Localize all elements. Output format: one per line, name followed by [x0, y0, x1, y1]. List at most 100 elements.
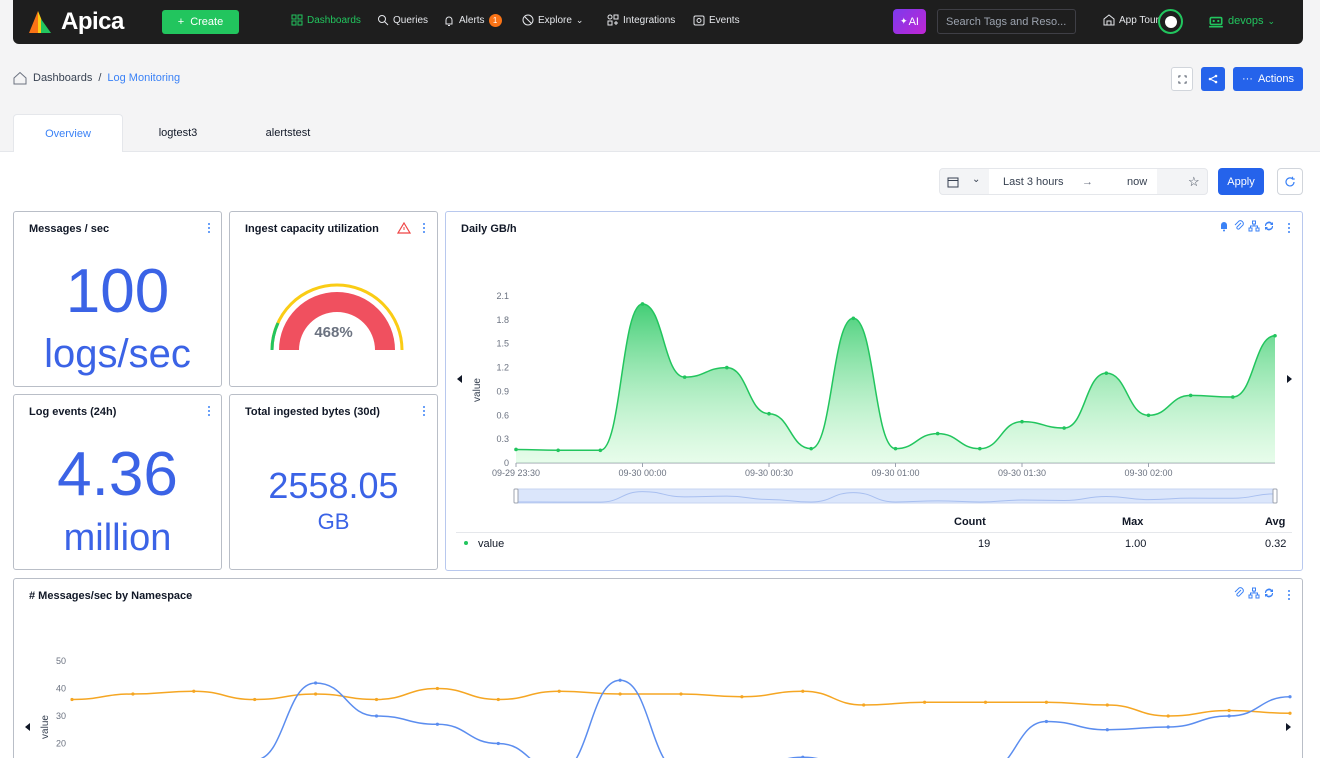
- legend-divider: [456, 532, 1292, 533]
- y-tick-label: 20: [56, 739, 66, 749]
- more-vertical-icon[interactable]: [205, 221, 213, 235]
- data-point: [514, 447, 518, 452]
- nav-explore-label: Explore: [538, 14, 572, 26]
- legend-header-avg: Avg: [1265, 516, 1286, 528]
- more-vertical-icon[interactable]: [1285, 221, 1293, 235]
- data-point: [1105, 728, 1109, 732]
- ai-button[interactable]: ✦ AI: [893, 9, 926, 34]
- data-point: [1188, 393, 1193, 398]
- nav-integrations-label: Integrations: [623, 14, 676, 26]
- star-icon[interactable]: ☆: [1188, 174, 1200, 189]
- paperclip-icon[interactable]: [1233, 220, 1245, 232]
- dashboard-tabs: Overview logtest3 alertstest: [13, 114, 343, 152]
- stat-value: 100: [65, 257, 170, 326]
- more-vertical-icon[interactable]: [420, 404, 428, 418]
- apica-logo[interactable]: Apica: [27, 8, 124, 36]
- nav-dashboards-label: Dashboards: [307, 14, 361, 26]
- data-point: [862, 703, 866, 707]
- nav-alerts[interactable]: Alerts 1: [443, 14, 502, 27]
- share-button[interactable]: [1201, 67, 1225, 91]
- data-point: [1105, 703, 1109, 707]
- chevron-down-icon: ⌄: [1267, 15, 1276, 26]
- theme-toggle[interactable]: [1158, 9, 1183, 34]
- nav-integrations[interactable]: Integrations: [607, 14, 675, 26]
- y-tick-label: 1.5: [496, 339, 509, 349]
- data-point: [1288, 711, 1292, 715]
- paperclip-icon[interactable]: [1233, 587, 1245, 599]
- org-switcher[interactable]: devops ⌄: [1208, 14, 1275, 28]
- chart-next-arrow: [1286, 723, 1291, 731]
- sync-icon[interactable]: [1263, 587, 1275, 599]
- create-button[interactable]: + Create: [162, 10, 239, 34]
- time-to[interactable]: now: [1127, 176, 1148, 188]
- refresh-button[interactable]: [1277, 168, 1303, 195]
- more-vertical-icon[interactable]: [420, 221, 428, 235]
- nav-queries-label: Queries: [393, 14, 429, 26]
- more-vertical-icon[interactable]: [1285, 588, 1293, 602]
- x-tick-label: 09-30 00:30: [745, 468, 793, 478]
- legend-count: 19: [978, 538, 991, 550]
- tab-logtest3[interactable]: logtest3: [158, 127, 198, 139]
- chart-ylabel: value: [472, 378, 483, 402]
- app-tour-button[interactable]: App Tour: [1103, 14, 1159, 26]
- app-tour-label: App Tour: [1119, 14, 1159, 26]
- sitemap-icon[interactable]: [1248, 587, 1260, 599]
- actions-button[interactable]: ··· Actions: [1233, 67, 1303, 91]
- data-point: [740, 695, 744, 699]
- create-label: Create: [190, 16, 224, 28]
- y-tick-label: 40: [56, 684, 66, 694]
- chart-next-arrow: [1287, 375, 1292, 383]
- data-point: [618, 678, 622, 682]
- panel-title: Log events (24h): [29, 406, 117, 418]
- nav-dashboards[interactable]: Dashboards: [291, 14, 361, 26]
- y-tick-label: 30: [56, 711, 66, 721]
- chart-prev-arrow: [457, 375, 462, 383]
- nav-events[interactable]: Events: [693, 14, 740, 26]
- time-from[interactable]: Last 3 hours: [1003, 176, 1064, 188]
- data-point: [1044, 700, 1048, 704]
- search-input[interactable]: Search Tags and Reso...: [937, 9, 1076, 34]
- namespace-chart: value 20 30 40 50: [25, 656, 1292, 758]
- data-point: [253, 697, 257, 702]
- panel-messages-by-namespace: # Messages/sec by Namespace value 20 30 40…: [13, 578, 1303, 758]
- data-point: [70, 697, 74, 702]
- time-range-picker[interactable]: ⌄ Last 3 hours → now ☆: [939, 168, 1208, 195]
- data-point: [556, 448, 560, 453]
- tab-overview[interactable]: Overview: [13, 114, 123, 152]
- tab-alertstest[interactable]: alertstest: [265, 127, 311, 139]
- nav-queries[interactable]: Queries: [377, 14, 428, 26]
- more-vertical-icon[interactable]: [205, 404, 213, 418]
- sparkle-icon: ✦: [900, 16, 908, 26]
- data-point: [801, 755, 805, 758]
- chevron-down-icon[interactable]: ⌄: [972, 174, 981, 185]
- fullscreen-button[interactable]: [1171, 67, 1193, 91]
- sitemap-icon[interactable]: [1248, 220, 1260, 232]
- data-point: [1062, 426, 1066, 430]
- bell-icon[interactable]: [1218, 220, 1230, 232]
- x-tick-label: 09-30 00:00: [618, 468, 666, 478]
- home-icon[interactable]: [13, 71, 27, 85]
- calendar-icon[interactable]: [947, 176, 959, 188]
- data-point: [557, 689, 561, 693]
- data-point: [851, 316, 856, 321]
- data-point: [1166, 725, 1170, 729]
- sync-icon[interactable]: [1263, 220, 1275, 232]
- gauge-value: 468%: [314, 324, 353, 341]
- data-point: [314, 692, 318, 696]
- data-point: [1227, 714, 1231, 718]
- nav-explore[interactable]: Explore ⌄: [522, 14, 583, 26]
- tabs-divider: [0, 151, 1320, 152]
- y-tick-label: 1.2: [496, 363, 509, 373]
- apica-logo-icon: [29, 11, 51, 33]
- panel-title: Messages / sec: [29, 223, 110, 235]
- apply-button[interactable]: Apply: [1218, 168, 1264, 195]
- legend-avg: 0.32: [1265, 538, 1287, 550]
- integrations-icon: [607, 14, 619, 26]
- breadcrumb-root[interactable]: Dashboards: [33, 72, 93, 84]
- warning-icon[interactable]: [397, 222, 411, 234]
- org-label: devops: [1228, 15, 1264, 27]
- data-point: [767, 411, 771, 416]
- x-tick-label: 09-30 01:00: [871, 468, 919, 478]
- nav-events-label: Events: [709, 14, 740, 26]
- breadcrumb-current[interactable]: Log Monitoring: [107, 72, 181, 84]
